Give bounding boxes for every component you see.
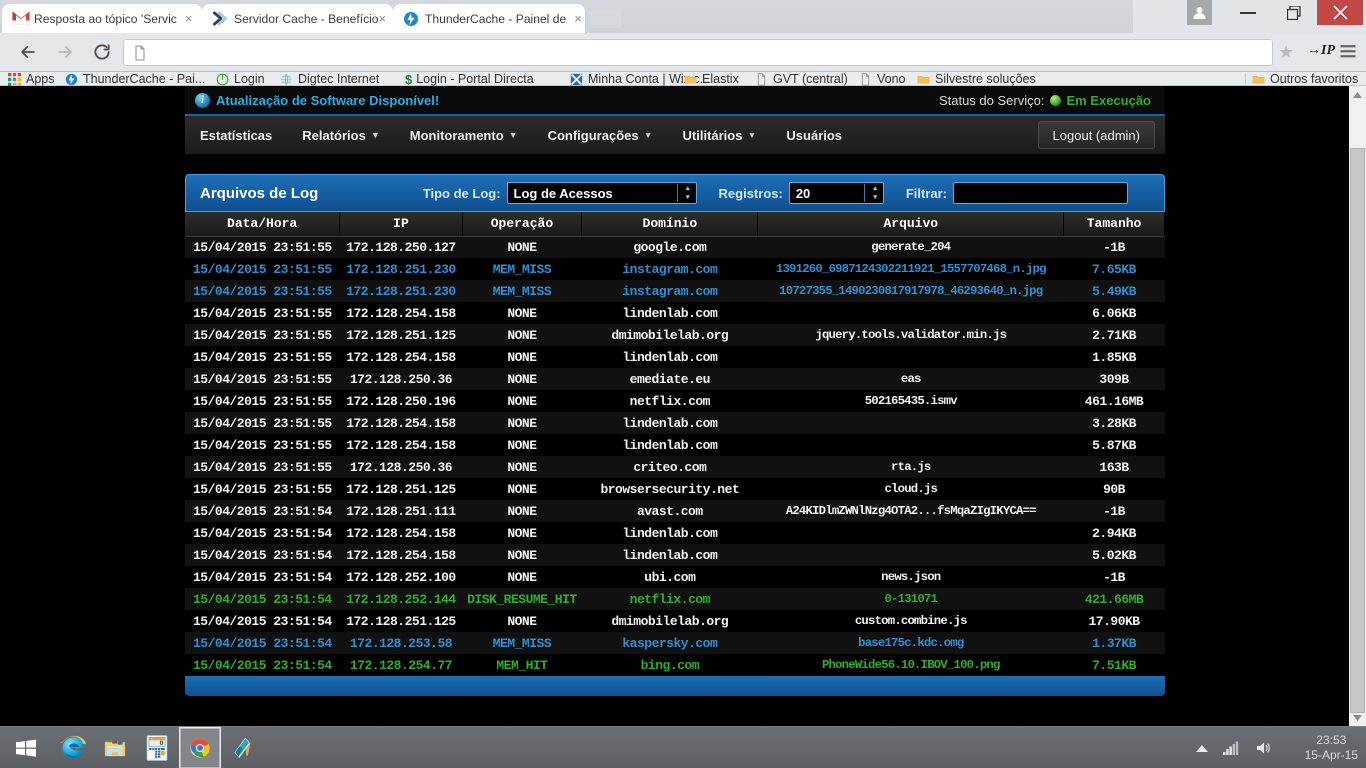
svg-text:0: 0 bbox=[160, 740, 164, 747]
